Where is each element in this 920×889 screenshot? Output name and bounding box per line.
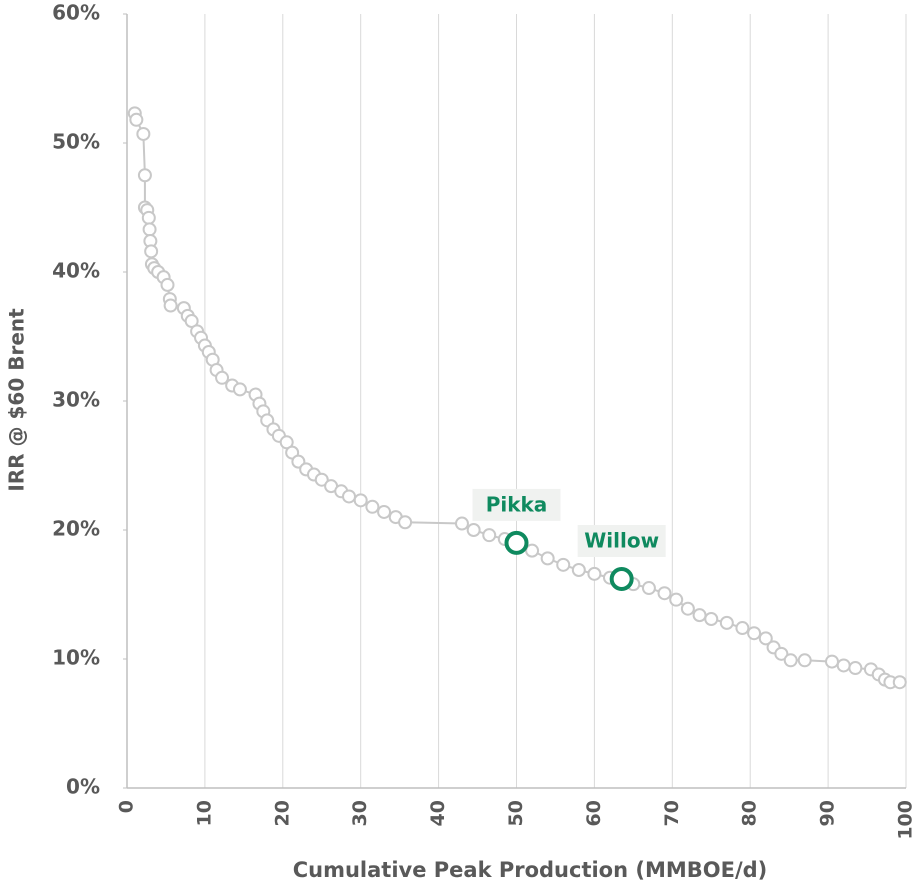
- point: [353, 493, 368, 508]
- point: [836, 658, 851, 673]
- point: [377, 504, 392, 519]
- point: [365, 499, 380, 514]
- point: [142, 222, 157, 237]
- point: [163, 298, 178, 313]
- highlight-point: [504, 530, 529, 555]
- point: [556, 557, 571, 572]
- x-tick-label: 100: [895, 800, 917, 840]
- point: [141, 210, 156, 225]
- label-box: [472, 488, 561, 521]
- x-tick-label: 60: [583, 800, 605, 826]
- point: [314, 472, 329, 487]
- point: [129, 112, 144, 127]
- point: [136, 126, 151, 141]
- point: [797, 653, 812, 668]
- point: [466, 523, 481, 537]
- point: [680, 601, 695, 616]
- y-tick-label: 30%: [52, 388, 100, 412]
- point: [571, 562, 586, 577]
- x-tick-label: 90: [817, 800, 839, 826]
- point: [758, 631, 773, 646]
- point: [657, 586, 672, 601]
- y-tick-label: 10%: [52, 646, 100, 670]
- point: [342, 489, 357, 504]
- point: [783, 653, 798, 668]
- x-tick-label: 10: [193, 800, 215, 826]
- point: [669, 592, 684, 607]
- point: [704, 612, 719, 627]
- point: [848, 661, 863, 676]
- point: [719, 615, 734, 630]
- x-tick-label: 40: [427, 800, 449, 826]
- point: [137, 168, 152, 183]
- point: [454, 516, 469, 531]
- point: [892, 675, 907, 690]
- point: [525, 543, 540, 558]
- x-tick-label: 80: [739, 800, 761, 826]
- point: [641, 581, 656, 596]
- point: [215, 370, 230, 385]
- point: [587, 566, 602, 581]
- point: [160, 277, 175, 292]
- x-tick-label: 0: [116, 800, 138, 813]
- point-label: Pikka: [486, 492, 548, 516]
- x-tick-label: 50: [505, 800, 527, 826]
- point: [747, 626, 762, 641]
- y-tick-label: 0%: [66, 775, 100, 799]
- point: [482, 528, 497, 543]
- point: [774, 646, 789, 661]
- point-label: Willow: [584, 529, 659, 553]
- y-axis-title: IRR @ $60 Brent: [5, 308, 29, 492]
- point: [540, 551, 555, 566]
- point: [144, 244, 159, 259]
- label-box: [577, 525, 666, 558]
- point: [692, 608, 707, 623]
- y-tick-label: 50%: [52, 130, 100, 154]
- point: [232, 382, 247, 397]
- x-axis-title: Cumulative Peak Production (MMBOE/d): [293, 858, 768, 882]
- y-tick-label: 20%: [52, 517, 100, 541]
- point: [735, 621, 750, 636]
- x-tick-label: 20: [271, 800, 293, 826]
- y-tick-label: 60%: [52, 1, 100, 25]
- point: [824, 654, 839, 669]
- x-tick-label: 30: [349, 800, 371, 826]
- x-tick-label: 70: [661, 800, 683, 826]
- y-tick-label: 40%: [52, 259, 100, 283]
- highlight-point: [609, 567, 634, 592]
- point: [398, 515, 413, 530]
